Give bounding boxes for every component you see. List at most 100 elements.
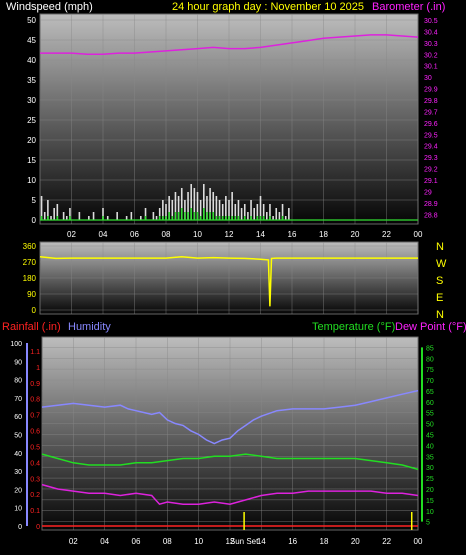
temp-y-tick: 25 xyxy=(426,476,434,483)
humidity-y-tick: 60 xyxy=(14,414,22,421)
temp-x-tick: 04 xyxy=(100,537,109,546)
humidity-y-tick: 90 xyxy=(14,359,22,366)
barometer-y-tick: 28.8 xyxy=(424,212,438,219)
humidity-y-tick: 40 xyxy=(14,451,22,458)
barometer-y-tick: 29.5 xyxy=(424,132,438,139)
barometer-y-tick: 29 xyxy=(424,189,432,196)
rainfall-y-tick: 1.1 xyxy=(30,349,40,356)
barometer-y-tick: 30.4 xyxy=(424,29,438,36)
wind-x-tick: 14 xyxy=(256,230,265,239)
temp-y-tick: 80 xyxy=(426,356,434,363)
barometer-y-tick: 30 xyxy=(424,75,432,82)
humidity-y-tick: 20 xyxy=(14,487,22,494)
wind-x-tick: 06 xyxy=(130,230,139,239)
rainfall-axis-label: Rainfall (.in) xyxy=(2,321,61,333)
humidity-y-tick: 100 xyxy=(10,341,22,348)
rainfall-y-tick: 0.3 xyxy=(30,476,40,483)
dewpoint-line xyxy=(41,483,419,506)
barometer-y-tick: 29.7 xyxy=(424,109,438,116)
temperature-axis-label: Temperature (°F) xyxy=(312,321,395,333)
barometer-y-tick: 29.1 xyxy=(424,178,438,185)
temp-y-tick: 40 xyxy=(426,443,434,450)
wind-y-tick: 25 xyxy=(27,116,36,125)
direction-y-tick: 180 xyxy=(23,274,37,283)
compass-label: E xyxy=(436,292,443,304)
temp-y-tick: 30 xyxy=(426,465,434,472)
humidity-y-tick: 10 xyxy=(14,506,22,513)
rainfall-y-tick: 0.8 xyxy=(30,397,40,404)
rainfall-y-tick: 0.6 xyxy=(30,429,40,436)
wind-x-tick: 16 xyxy=(288,230,297,239)
temp-x-tick: 08 xyxy=(163,537,172,546)
temp-y-tick: 60 xyxy=(426,400,434,407)
temp-y-tick: 85 xyxy=(426,345,434,352)
temp-y-tick: 35 xyxy=(426,454,434,461)
wind-x-tick: 22 xyxy=(382,230,391,239)
rainfall-y-tick: 0.2 xyxy=(30,492,40,499)
barometer-line xyxy=(40,34,419,56)
temp-x-tick: 06 xyxy=(132,537,141,546)
barometer-y-tick: 30.3 xyxy=(424,41,438,48)
humidity-y-tick: 30 xyxy=(14,469,22,476)
rainfall-y-tick: 0.9 xyxy=(30,381,40,388)
wind-x-tick: 10 xyxy=(193,230,202,239)
compass-label: W xyxy=(436,258,447,270)
temp-x-tick: 22 xyxy=(382,537,391,546)
barometer-y-tick: 29.9 xyxy=(424,87,438,94)
dewpoint-axis-label: Dew Point (°F) xyxy=(395,321,466,333)
temp-y-tick: 65 xyxy=(426,389,434,396)
wind-y-tick: 10 xyxy=(27,176,36,185)
barometer-y-tick: 29.3 xyxy=(424,155,438,162)
humidity-y-tick: 80 xyxy=(14,378,22,385)
temp-x-tick: 00 xyxy=(414,537,423,546)
barometer-y-tick: 29.8 xyxy=(424,98,438,105)
barometer-y-tick: 29.4 xyxy=(424,144,438,151)
rainfall-y-tick: 0.5 xyxy=(30,444,40,451)
temp-y-tick: 5 xyxy=(426,520,430,527)
temp-x-tick: Sun Set xyxy=(230,537,259,546)
rainfall-y-tick: 0.1 xyxy=(30,508,40,515)
temp-x-tick: 20 xyxy=(351,537,360,546)
barometer-y-tick: 29.6 xyxy=(424,121,438,128)
barometer-axis-label: Barometer (.in) xyxy=(372,1,445,13)
windspeed-axis-label: Windspeed (mph) xyxy=(6,1,93,13)
temp-y-tick: 45 xyxy=(426,433,434,440)
temp-y-tick: 10 xyxy=(426,509,434,516)
wind-x-tick: 20 xyxy=(351,230,360,239)
wind-y-tick: 0 xyxy=(32,216,37,225)
wind-x-tick: 08 xyxy=(162,230,171,239)
compass-label: S xyxy=(436,275,443,287)
direction-y-tick: 270 xyxy=(23,258,37,267)
direction-y-tick: 0 xyxy=(32,306,37,315)
barometer-y-tick: 30.1 xyxy=(424,64,438,71)
chart-title: 24 hour graph day : November 10 2025 xyxy=(172,1,364,13)
wind-x-tick: 12 xyxy=(225,230,234,239)
barometer-y-tick: 29.2 xyxy=(424,167,438,174)
rainfall-y-tick: 0 xyxy=(36,524,40,531)
wind-y-tick: 50 xyxy=(27,16,36,25)
barometer-y-tick: 30.5 xyxy=(424,18,438,25)
temp-y-tick: 50 xyxy=(426,422,434,429)
temp-y-tick: 75 xyxy=(426,367,434,374)
wind-barometer-panel: 0 5 10 15 20 25 30 35 40 45 50 28.8 28.9 29 29.1 29.2 29… xyxy=(27,13,438,239)
wind-y-tick: 45 xyxy=(27,36,36,45)
wind-y-tick: 40 xyxy=(27,56,36,65)
wind-y-tick: 15 xyxy=(27,156,36,165)
temp-y-tick: 70 xyxy=(426,378,434,385)
wind-x-tick: 04 xyxy=(99,230,108,239)
temp-x-tick: 16 xyxy=(288,537,297,546)
temp-x-tick: 14 xyxy=(257,537,266,546)
temperature-line xyxy=(41,453,419,471)
temp-x-tick: 12 xyxy=(226,537,235,546)
barometer-y-tick: 28.9 xyxy=(424,201,438,208)
humidity-axis-label: Humidity xyxy=(68,321,111,333)
temp-x-tick: 02 xyxy=(69,537,78,546)
humidity-line xyxy=(41,389,419,445)
wind-y-tick: 35 xyxy=(27,76,36,85)
humidity-y-tick: 0 xyxy=(18,524,22,531)
wind-x-tick: 00 xyxy=(414,230,423,239)
temp-y-tick: 15 xyxy=(426,498,434,505)
humidity-y-tick: 70 xyxy=(14,396,22,403)
direction-y-tick: 360 xyxy=(23,242,37,251)
